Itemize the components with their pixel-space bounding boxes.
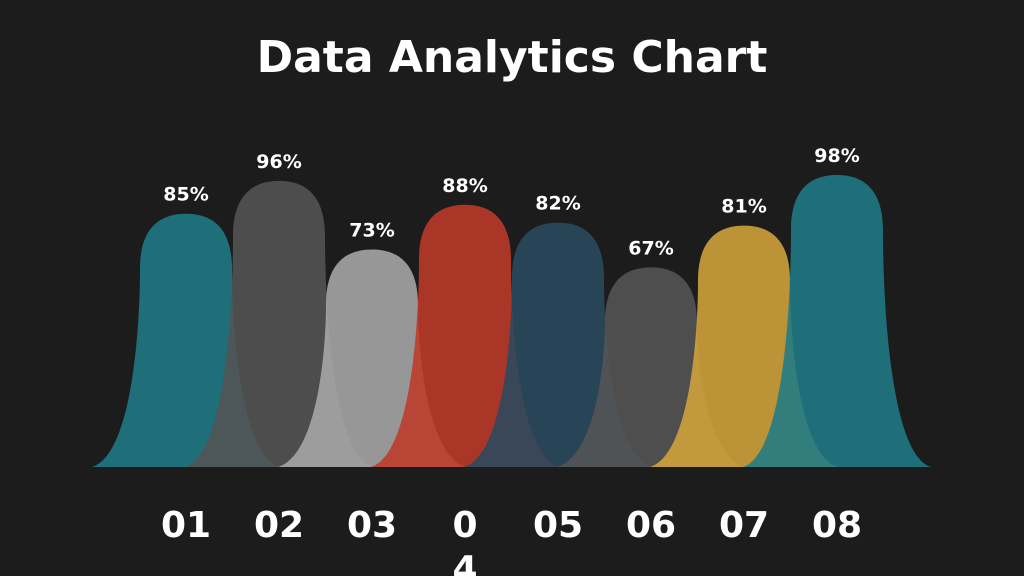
category-label-8: 08 [812,505,862,546]
data-label-6: 67% [628,237,673,259]
data-labels: 85% 96% 73% 88% 82% 67% 81% 98% [163,145,859,259]
data-label-8: 98% [814,145,859,167]
category-label-1: 01 [161,505,211,546]
data-label-3: 73% [349,219,394,241]
data-label-7: 81% [721,196,766,218]
category-label-7: 07 [719,505,769,546]
category-label-6: 06 [626,505,676,546]
data-label-5: 82% [535,193,580,215]
data-label-2: 96% [256,151,301,173]
category-label-3: 03 [347,505,397,546]
chart-series [92,174,931,468]
chart-title: Data Analytics Chart [256,32,768,83]
data-label-4: 88% [442,175,487,197]
category-label-2: 02 [254,505,304,546]
data-label-1: 85% [163,184,208,206]
category-labels: 01 02 03 0 4 05 06 07 08 [161,505,862,576]
bar-8 [743,174,931,467]
category-label-5: 05 [533,505,583,546]
